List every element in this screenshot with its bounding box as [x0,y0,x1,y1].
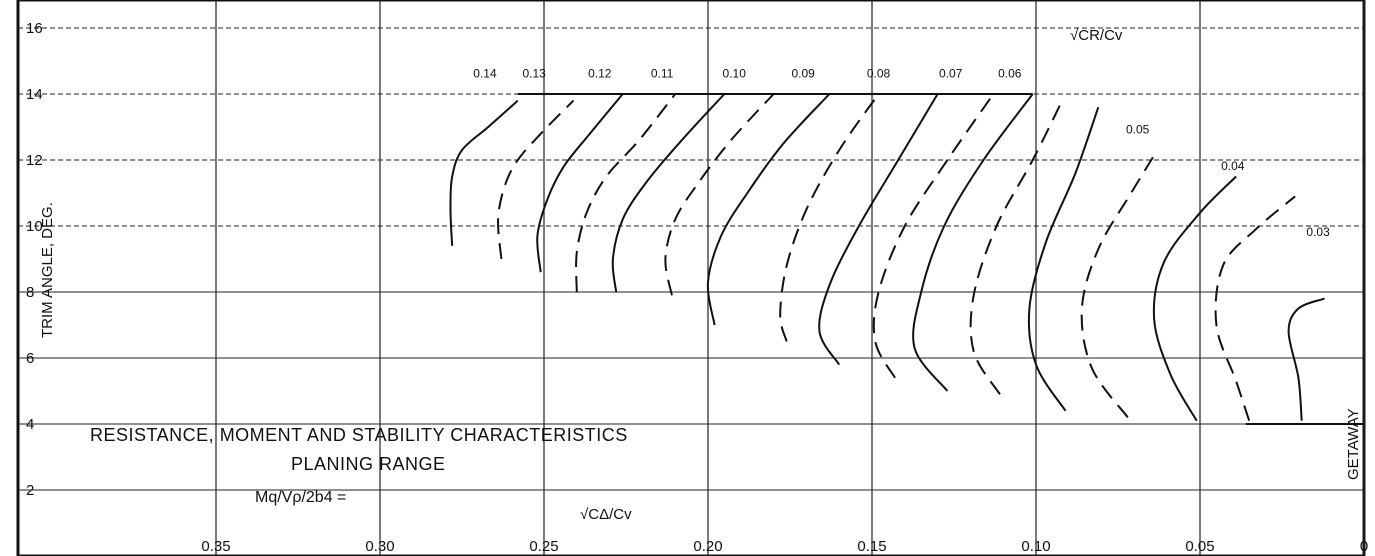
chart-subtitle: PLANING RANGE [291,454,446,474]
contour-curve-3 [575,93,676,293]
curve-value-label: 0.03 [1306,225,1330,239]
contour-curve-14 [1152,175,1237,422]
contour-curve-0 [449,99,519,246]
curve-value-label: 0.09 [791,67,815,81]
contour-curve-2 [536,93,624,273]
y-tick-label: 12 [26,152,43,169]
getaway-label: GETAWAY [1345,408,1362,480]
x-tick-label: 0.20 [693,538,722,555]
contour-curve-6 [706,93,831,326]
y-tick-label: 4 [26,416,34,433]
x-tick-label: 0 [1360,538,1368,555]
curve-value-label: 0.06 [998,67,1022,81]
curve-value-label: 0.08 [867,67,891,81]
grid [18,0,1365,556]
x-axis-label: √CΔ/Cv [580,506,632,523]
y-tick-label: 2 [26,482,34,499]
y-tick-label: 10 [26,218,43,235]
contour-curve-5 [664,93,775,296]
x-tick-label: 0.05 [1185,538,1214,555]
curve-value-label: 0.12 [588,67,612,81]
y-axis-label: TRIM ANGLE, DEG. [39,202,56,338]
top-boundary [517,93,1364,425]
x-tick-label: 0.30 [365,538,394,555]
y-tick-label: 16 [26,20,43,37]
curve-labels: 0.14 0.13 0.12 0.11 0.10 0.09 0.08 0.07 0.06 0.05… [473,67,1330,239]
curve-value-label: 0.07 [939,67,963,81]
tick-labels: 0.35 0.30 0.25 0.20 0.15 0.10 0.05 0 16 14 12 10 8 6 4… [26,20,1368,555]
contour-curve-16 [1287,297,1325,421]
curve-value-label: 0.10 [723,67,747,81]
contour-curve-13 [1080,149,1159,418]
plot-frame [16,0,1366,556]
y-tick-label: 14 [26,86,43,103]
contour-label: √CR/Cv [1070,27,1123,44]
x-tick-label: 0.25 [529,538,558,555]
contour-curve-9 [872,93,995,379]
curve-value-label: 0.04 [1221,159,1245,173]
contour-curve-1 [497,99,575,260]
curve-value-label: 0.14 [473,67,497,81]
contour-curve-12 [1027,106,1100,412]
contour-curve-8 [818,93,939,366]
contour-curves [449,93,1325,422]
chart-title: RESISTANCE, MOMENT AND STABILITY CHARACT… [90,425,628,445]
curve-value-label: 0.13 [522,67,546,81]
x-tick-label: 0.35 [201,538,230,555]
y-tick-label: 6 [26,350,34,367]
x-tick-label: 0.15 [857,538,886,555]
x-tick-label: 0.10 [1021,538,1050,555]
contour-curve-7 [779,93,880,342]
contour-curve-15 [1214,195,1296,422]
curve-value-label: 0.05 [1126,123,1150,137]
y-tick-label: 8 [26,284,34,301]
curve-value-label: 0.11 [651,67,674,81]
contour-curve-4 [611,93,726,293]
parameter-label: Mq/Vρ/2b4 = [255,489,346,506]
contour-curve-10 [912,93,1034,392]
contour-curve-11 [969,100,1064,395]
